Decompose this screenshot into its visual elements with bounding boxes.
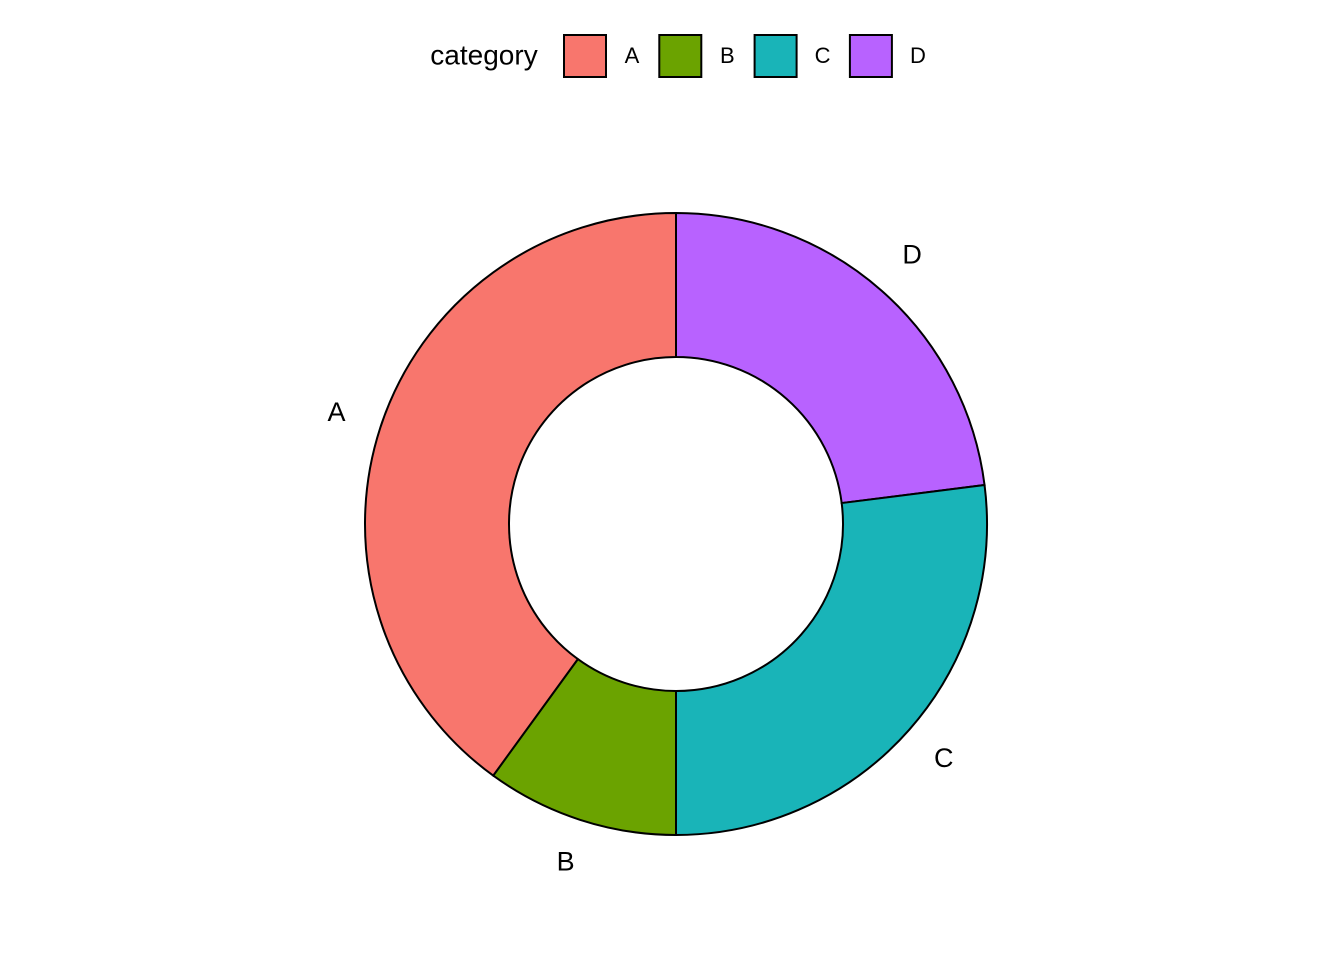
legend-label: B bbox=[720, 43, 735, 68]
slice-label: D bbox=[902, 239, 922, 269]
legend-key bbox=[563, 34, 607, 78]
legend-key bbox=[658, 34, 703, 78]
slice bbox=[364, 211, 677, 778]
legend-label: A bbox=[625, 43, 640, 68]
legend: category A B C D bbox=[430, 34, 926, 78]
slice bbox=[675, 211, 986, 505]
legend-key bbox=[753, 34, 798, 78]
slice-label: A bbox=[327, 397, 345, 427]
slice-label: B bbox=[557, 847, 575, 877]
legend-label: D bbox=[910, 43, 926, 68]
legend-title: category bbox=[430, 39, 537, 70]
slice bbox=[675, 483, 988, 837]
donut: D C B A bbox=[327, 211, 988, 877]
legend-label: C bbox=[815, 43, 831, 68]
legend-key bbox=[848, 34, 893, 78]
slice-label: C bbox=[934, 743, 954, 773]
